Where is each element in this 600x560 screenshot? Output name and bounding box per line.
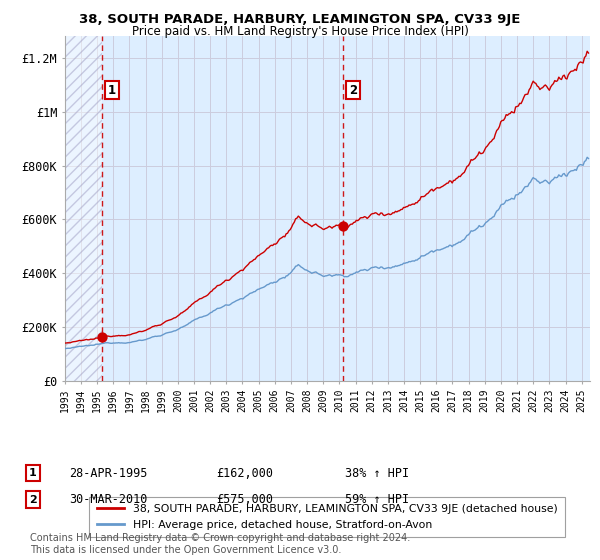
Text: 1: 1 xyxy=(29,468,37,478)
Text: Price paid vs. HM Land Registry's House Price Index (HPI): Price paid vs. HM Land Registry's House … xyxy=(131,25,469,38)
Text: 2: 2 xyxy=(29,494,37,505)
Text: 28-APR-1995: 28-APR-1995 xyxy=(69,466,148,480)
Text: 38, SOUTH PARADE, HARBURY, LEAMINGTON SPA, CV33 9JE: 38, SOUTH PARADE, HARBURY, LEAMINGTON SP… xyxy=(79,13,521,26)
Bar xyxy=(65,36,102,381)
Text: 1: 1 xyxy=(108,83,116,97)
Text: £162,000: £162,000 xyxy=(216,466,273,480)
Point xyxy=(97,333,107,342)
Text: £575,000: £575,000 xyxy=(216,493,273,506)
Legend: 38, SOUTH PARADE, HARBURY, LEAMINGTON SPA, CV33 9JE (detached house), HPI: Avera: 38, SOUTH PARADE, HARBURY, LEAMINGTON SP… xyxy=(89,497,565,537)
Text: 59% ↑ HPI: 59% ↑ HPI xyxy=(345,493,409,506)
Bar xyxy=(65,36,102,381)
Text: 38% ↑ HPI: 38% ↑ HPI xyxy=(345,466,409,480)
Bar xyxy=(65,36,102,381)
Point xyxy=(338,222,348,231)
Text: Contains HM Land Registry data © Crown copyright and database right 2024.
This d: Contains HM Land Registry data © Crown c… xyxy=(30,533,410,555)
Text: 2: 2 xyxy=(349,83,357,97)
Text: 30-MAR-2010: 30-MAR-2010 xyxy=(69,493,148,506)
